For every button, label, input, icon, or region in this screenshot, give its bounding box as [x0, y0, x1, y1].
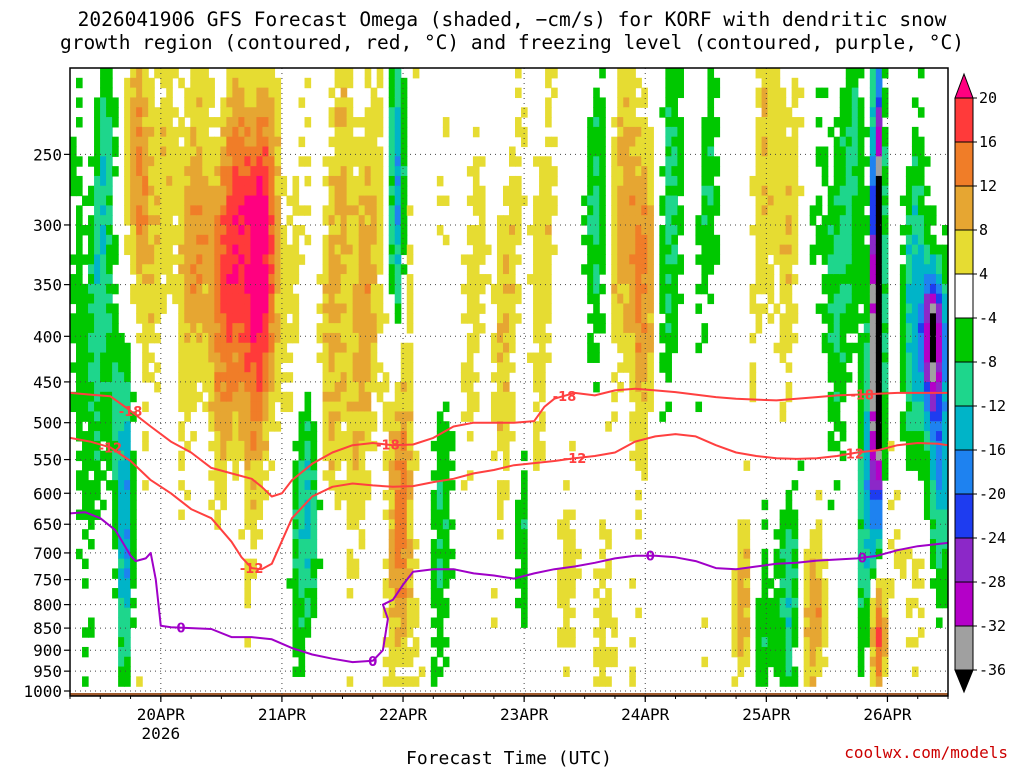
credit-link[interactable]: coolwx.com/models	[844, 743, 1008, 762]
colorbar-label: -4	[979, 309, 997, 327]
y-tick-label: 650	[33, 515, 62, 534]
y-tick-label: 850	[33, 619, 62, 638]
contour-label: -12	[99, 441, 123, 456]
contour-label: -18	[850, 388, 874, 403]
y-tick-label: 300	[33, 216, 62, 235]
y-tick-label: 500	[33, 414, 62, 433]
x-tick-label: 22APR	[379, 705, 428, 724]
colorbar-bottom-triangle	[954, 669, 974, 694]
colorbar-label: 16	[979, 133, 997, 151]
colorbar-label: -16	[979, 441, 1006, 459]
colorbar-label: -20	[979, 485, 1006, 503]
contour-label: -12	[240, 562, 264, 577]
terrain-strip	[70, 693, 948, 696]
colorbar-label: 12	[979, 177, 997, 195]
x-tick-label: 23APR	[500, 705, 549, 724]
colorbar-band	[954, 581, 974, 627]
y-tick-label: 900	[33, 641, 62, 660]
x-tick-label: 26APR	[863, 705, 912, 724]
contour-line-minus12	[70, 433, 948, 571]
colorbar-band	[954, 317, 974, 363]
colorbar-label: 20	[979, 89, 997, 107]
colorbar-band	[954, 185, 974, 231]
omega-shading	[70, 68, 948, 696]
y-tick-label: 700	[33, 544, 62, 563]
contour-label: 0	[646, 550, 655, 565]
colorbar: 20 16 12 8 4 -4 -8 -12 -16 -20 -24 -28 -32 -36	[954, 72, 1006, 694]
x-tick-label: 24APR	[621, 705, 670, 724]
colorbar-band	[954, 449, 974, 495]
y-tick-label: 950	[33, 662, 62, 681]
y-tick-label: 350	[33, 276, 62, 295]
colorbar-label: -12	[979, 397, 1006, 415]
colorbar-band	[954, 361, 974, 407]
colorbar-band	[954, 537, 974, 583]
colorbar-band	[954, 141, 974, 187]
colorbar-label: 8	[979, 221, 988, 239]
colorbar-band	[954, 625, 974, 671]
chart-title: 2026041906 GFS Forecast Omega (shaded, −…	[0, 8, 1024, 54]
colorbar-band	[954, 493, 974, 539]
contour-label: 0	[858, 552, 867, 567]
colorbar-band	[954, 405, 974, 451]
y-tick-label: 1000	[23, 682, 62, 701]
contour-label: 0	[368, 655, 377, 670]
y-tick-label: 450	[33, 373, 62, 392]
colorbar-band	[954, 229, 974, 275]
colorbar-label: -24	[979, 529, 1006, 547]
y-tick-label: 250	[33, 145, 62, 164]
colorbar-label: -28	[979, 573, 1006, 591]
x-tick-sublabel: 2026	[142, 724, 181, 743]
y-tick-label: 550	[33, 451, 62, 470]
y-tick-label: 750	[33, 571, 62, 590]
colorbar-label: -36	[979, 661, 1006, 679]
x-tick-label: 25APR	[742, 705, 791, 724]
contour-line-minus18	[70, 387, 948, 498]
x-tick-label: 21APR	[258, 705, 307, 724]
colorbar-band	[954, 273, 974, 319]
chart-title-line-2: growth region (contoured, red, °C) and f…	[60, 31, 964, 54]
contour-label: 0	[176, 622, 185, 637]
contour-label: -18	[376, 439, 400, 454]
colorbar-band	[954, 97, 974, 143]
y-tick-label: 600	[33, 484, 62, 503]
contour-label: -12	[563, 452, 587, 467]
colorbar-top-triangle	[954, 72, 974, 99]
contour-label: -12	[840, 447, 864, 462]
contour-line-0	[70, 511, 948, 664]
contour-label: -18	[119, 405, 143, 420]
colorbar-label: 4	[979, 265, 988, 283]
colorbar-label: -8	[979, 353, 997, 371]
contour-label: -18	[553, 390, 577, 405]
chart-title-line-1: 2026041906 GFS Forecast Omega (shaded, −…	[77, 8, 947, 31]
x-axis-label: Forecast Time (UTC)	[406, 748, 612, 768]
y-tick-label: 400	[33, 327, 62, 346]
x-tick-label: 20APR	[137, 705, 186, 724]
y-tick-label: 800	[33, 596, 62, 615]
colorbar-label: -32	[979, 617, 1006, 635]
